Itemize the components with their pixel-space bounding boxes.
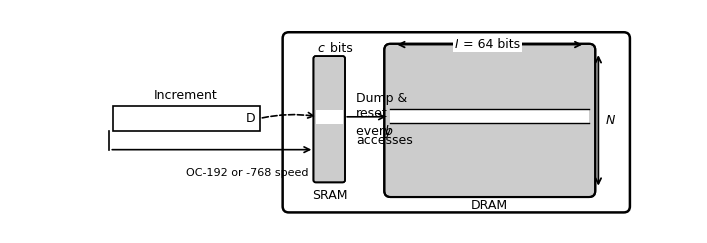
Text: Dump &
reset: Dump & reset	[356, 92, 407, 120]
FancyBboxPatch shape	[283, 32, 630, 212]
Text: SRAM: SRAM	[312, 189, 347, 201]
Text: OC-192 or -768 speed: OC-192 or -768 speed	[187, 168, 309, 178]
Text: accesses: accesses	[356, 134, 413, 147]
Text: b: b	[385, 125, 392, 138]
Bar	[390, 109, 589, 123]
Text: c: c	[317, 42, 325, 55]
Bar	[316, 110, 343, 124]
Text: bits: bits	[326, 42, 353, 55]
Text: = 64 bits: = 64 bits	[460, 38, 520, 51]
Text: D: D	[246, 112, 256, 125]
Text: M: M	[455, 38, 465, 51]
FancyBboxPatch shape	[385, 44, 595, 197]
Bar	[113, 106, 259, 131]
FancyBboxPatch shape	[313, 56, 345, 182]
Text: N: N	[606, 113, 615, 127]
Text: Increment: Increment	[153, 88, 217, 102]
Text: DRAM: DRAM	[471, 199, 508, 212]
Text: every: every	[356, 125, 395, 138]
